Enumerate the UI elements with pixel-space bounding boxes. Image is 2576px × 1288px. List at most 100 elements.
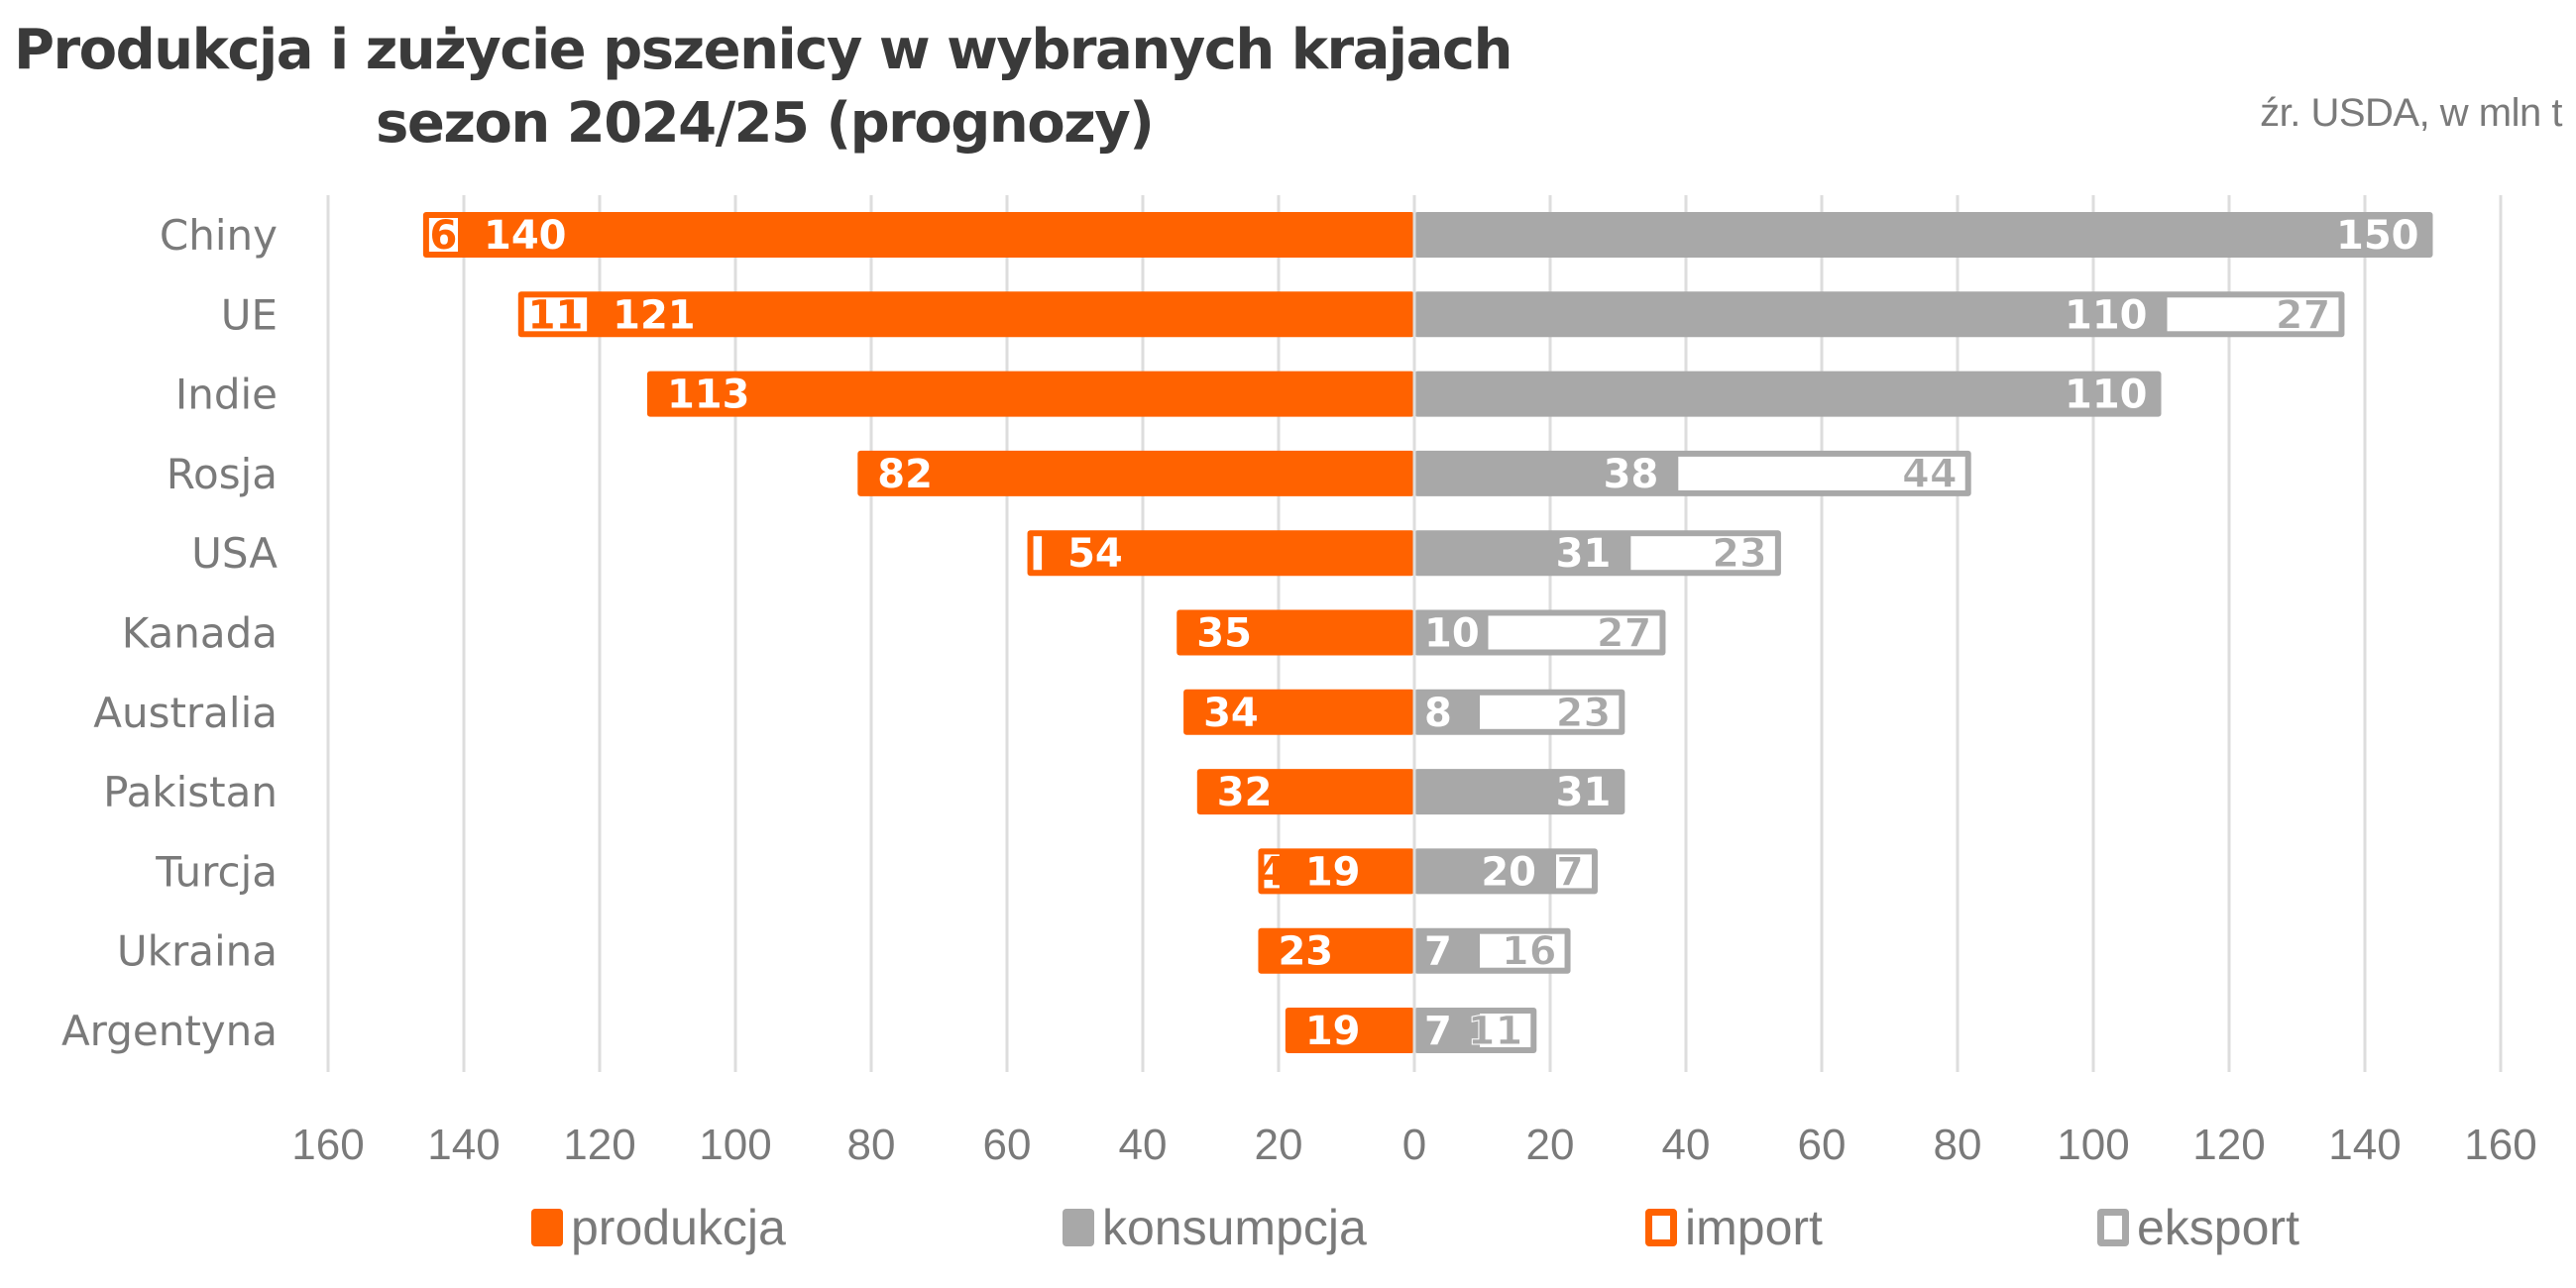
import-value-label: 6	[430, 213, 458, 259]
eksport-value-label: 27	[1597, 611, 1652, 657]
x-tick-label: 0	[1402, 1121, 1426, 1169]
eksport-value-label: 23	[1556, 691, 1612, 736]
legend-item-import: import	[1645, 1199, 1823, 1256]
bar-produkcja	[517, 291, 1414, 338]
x-tick-label: 160	[291, 1121, 364, 1169]
import-value-label: 4	[1258, 849, 1286, 895]
category-label: Rosja	[167, 450, 278, 498]
x-tick-label: 80	[847, 1121, 896, 1169]
eksport-value-label: 27	[2276, 292, 2331, 338]
eksport-value-label: 7	[1556, 849, 1584, 895]
bar-konsumpcja	[1414, 371, 2162, 417]
x-tick-label: 60	[983, 1121, 1032, 1169]
legend: produkcja konsumpcja import eksport	[0, 1199, 2576, 1268]
legend-label: import	[1685, 1200, 1823, 1255]
category-label: Pakistan	[103, 768, 278, 816]
x-tick-label: 140	[2328, 1121, 2401, 1169]
legend-label: produkcja	[571, 1200, 786, 1255]
category-label: Argentyna	[61, 1007, 278, 1055]
eksport-value-label: 16	[1502, 929, 1557, 975]
legend-item-produkcja: produkcja	[531, 1199, 786, 1256]
bar-produkcja	[1196, 769, 1414, 815]
x-tick-label: 100	[699, 1121, 771, 1169]
bar-produkcja	[422, 212, 1414, 258]
produkcja-value-label: 23	[1278, 929, 1333, 975]
eksport-value-label: 44	[1902, 452, 1958, 497]
bar-produkcja	[1258, 927, 1414, 974]
produkcja-value-label: 140	[484, 213, 567, 259]
category-label: Chiny	[160, 211, 278, 260]
x-tick-label: 160	[2464, 1121, 2536, 1169]
bar-eksport	[1556, 854, 1592, 889]
bar-eksport	[1488, 615, 1660, 650]
bar-produkcja	[1027, 530, 1414, 577]
category-label: Australia	[93, 689, 278, 737]
x-tick-label: 40	[1662, 1121, 1711, 1169]
bar-eksport	[1480, 933, 1565, 968]
x-tick-label: 120	[2192, 1121, 2265, 1169]
produkcja-value-label: 82	[877, 452, 933, 497]
bar-import	[1264, 854, 1280, 889]
chart-title: Produkcja i zużycie pszenicy w wybranych…	[14, 14, 1520, 161]
tick-labels: 0 20 20 40 40 60 60 80 80 100 100 120 120 140 140 160 16…	[291, 1121, 2536, 1169]
legend-swatch-eksport	[2097, 1209, 2129, 1246]
bar-konsumpcja	[1414, 769, 1625, 815]
bar-produkcja	[1176, 609, 1414, 656]
bar-produkcja	[1285, 1008, 1414, 1053]
category-label: Indie	[175, 371, 278, 419]
konsumpcja-value-label: 20	[1481, 849, 1536, 895]
category-label: UE	[221, 290, 278, 339]
produkcja-value-label: 19	[1305, 849, 1361, 895]
konsumpcja-value-label: 7	[1424, 1009, 1452, 1054]
legend-swatch-konsumpcja	[1063, 1209, 1094, 1246]
x-tick-label: 80	[1934, 1121, 1982, 1169]
legend-item-eksport: eksport	[2097, 1199, 2299, 1256]
x-tick-label: 100	[2057, 1121, 2129, 1169]
produkcja-value-label: 113	[667, 373, 750, 418]
x-tick-label: 140	[427, 1121, 500, 1169]
x-tick-label: 60	[1798, 1121, 1847, 1169]
produkcja-value-label: 35	[1196, 611, 1252, 657]
legend-item-konsumpcja: konsumpcja	[1063, 1199, 1367, 1256]
bar-eksport	[1480, 1014, 1531, 1047]
konsumpcja-value-label: 38	[1604, 452, 1659, 497]
x-tick-label: 120	[563, 1121, 635, 1169]
konsumpcja-value-label: 110	[2065, 292, 2148, 338]
bar-produkcja	[646, 371, 1414, 417]
konsumpcja-value-label: 31	[1556, 531, 1612, 577]
konsumpcja-value-label: 150	[2336, 213, 2419, 259]
bar-konsumpcja	[1414, 212, 2433, 258]
eksport-value-label: 23	[1712, 531, 1767, 577]
chart-title-line1: Produkcja i zużycie pszenicy w wybranych…	[14, 18, 1512, 82]
x-tick-label: 40	[1119, 1121, 1168, 1169]
category-label: USA	[191, 529, 278, 578]
bar-import	[428, 218, 458, 252]
gridlines	[326, 195, 2503, 1072]
konsumpcja-value-label: 10	[1424, 611, 1480, 657]
category-label: Kanada	[122, 609, 278, 658]
legend-swatch-import	[1645, 1209, 1677, 1246]
category-label: Ukraina	[117, 927, 278, 976]
konsumpcja-value-label: 110	[2065, 373, 2148, 418]
bar-eksport	[1480, 695, 1620, 729]
chart-title-line2: sezon 2024/25 (prognozy)	[376, 91, 1155, 156]
bar-produkcja	[857, 450, 1414, 496]
category-label: Turcja	[155, 847, 278, 896]
source-note: źr. USDA, w mln t	[2260, 91, 2562, 135]
bar-produkcja	[1183, 689, 1414, 735]
bar-eksport	[1678, 456, 1965, 490]
bar-konsumpcja	[1414, 291, 2345, 338]
legend-swatch-produkcja	[531, 1209, 563, 1246]
bar-eksport	[1630, 536, 1775, 571]
legend-label: eksport	[2137, 1200, 2299, 1255]
eksport-value-label: 11	[1468, 1009, 1523, 1054]
bar-produkcja	[1258, 848, 1414, 895]
legend-label: konsumpcja	[1102, 1200, 1367, 1255]
produkcja-value-label: 121	[613, 292, 696, 338]
konsumpcja-value-label: 31	[1556, 770, 1612, 815]
bar-import	[1033, 536, 1043, 571]
konsumpcja-value-label: 7	[1424, 929, 1452, 975]
bar-eksport	[2167, 297, 2339, 332]
produkcja-value-label: 32	[1217, 770, 1273, 815]
